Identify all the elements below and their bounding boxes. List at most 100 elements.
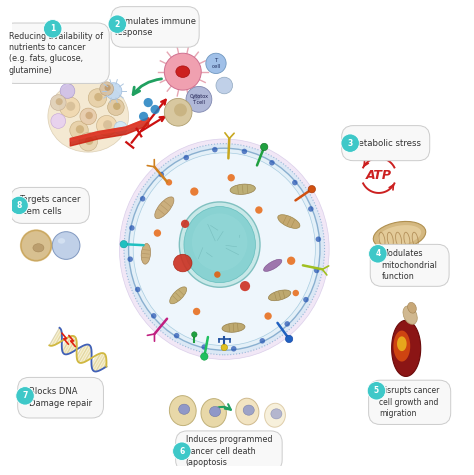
Circle shape — [85, 137, 93, 145]
Ellipse shape — [124, 143, 325, 355]
Ellipse shape — [264, 259, 282, 271]
Polygon shape — [64, 336, 76, 354]
Ellipse shape — [169, 396, 196, 426]
Text: 4: 4 — [375, 249, 381, 258]
Polygon shape — [96, 355, 106, 371]
Ellipse shape — [243, 405, 254, 415]
Circle shape — [216, 77, 233, 94]
Circle shape — [151, 313, 156, 319]
Circle shape — [181, 220, 189, 228]
Polygon shape — [92, 353, 103, 371]
Polygon shape — [49, 328, 61, 346]
Circle shape — [190, 188, 199, 196]
Circle shape — [85, 112, 93, 119]
Ellipse shape — [184, 207, 255, 283]
Circle shape — [369, 245, 387, 263]
Circle shape — [105, 83, 122, 99]
Ellipse shape — [133, 153, 315, 346]
FancyBboxPatch shape — [111, 7, 199, 47]
Ellipse shape — [236, 398, 259, 425]
Circle shape — [60, 97, 80, 117]
Circle shape — [261, 143, 268, 151]
Circle shape — [154, 229, 161, 237]
Circle shape — [151, 105, 160, 114]
Polygon shape — [99, 358, 107, 370]
Circle shape — [21, 230, 51, 261]
Text: Induces programmed
cancer cell death
(apoptosis: Induces programmed cancer cell death (ap… — [186, 435, 272, 467]
Ellipse shape — [179, 404, 190, 414]
Circle shape — [164, 53, 201, 90]
Circle shape — [80, 108, 97, 125]
Circle shape — [186, 86, 212, 112]
Circle shape — [303, 297, 309, 303]
Circle shape — [144, 98, 153, 107]
Text: Blocks DNA
Damage repair: Blocks DNA Damage repair — [29, 388, 92, 408]
Circle shape — [228, 174, 235, 181]
Ellipse shape — [192, 94, 201, 100]
Circle shape — [308, 186, 316, 193]
Polygon shape — [103, 363, 107, 369]
Text: 7: 7 — [22, 391, 28, 400]
Polygon shape — [70, 342, 77, 353]
Circle shape — [103, 120, 112, 129]
Circle shape — [308, 206, 314, 212]
Ellipse shape — [201, 399, 227, 427]
Circle shape — [285, 335, 293, 342]
Circle shape — [100, 82, 114, 95]
Text: Disrupts cancer
cell growth and
migration: Disrupts cancer cell growth and migratio… — [380, 386, 440, 418]
Circle shape — [191, 332, 197, 337]
Circle shape — [183, 155, 189, 161]
Ellipse shape — [192, 213, 247, 271]
Polygon shape — [55, 333, 62, 344]
Circle shape — [201, 344, 207, 350]
Ellipse shape — [58, 238, 65, 244]
Text: ATP: ATP — [366, 169, 392, 182]
Text: Cytotox
T cell: Cytotox T cell — [190, 94, 209, 104]
Circle shape — [113, 103, 120, 110]
Circle shape — [316, 237, 321, 242]
Circle shape — [140, 196, 146, 201]
Ellipse shape — [278, 215, 300, 228]
Ellipse shape — [374, 221, 426, 249]
Polygon shape — [84, 350, 91, 362]
Circle shape — [108, 99, 124, 115]
Polygon shape — [63, 336, 74, 354]
Text: Reducing availability of
nutrients to cancer
(e.g. fats, glucose,
glutamine): Reducing availability of nutrients to ca… — [9, 31, 103, 75]
Text: Targets cancer
stem cells: Targets cancer stem cells — [19, 195, 81, 216]
Ellipse shape — [222, 323, 245, 332]
Text: Stimulates immune
response: Stimulates immune response — [114, 17, 196, 37]
Ellipse shape — [155, 197, 174, 218]
Circle shape — [60, 84, 75, 98]
Circle shape — [287, 256, 295, 265]
Text: 3: 3 — [347, 139, 353, 148]
FancyBboxPatch shape — [3, 23, 109, 84]
Polygon shape — [93, 353, 105, 371]
Circle shape — [240, 281, 250, 291]
Ellipse shape — [33, 244, 44, 252]
Circle shape — [341, 134, 359, 152]
Ellipse shape — [48, 81, 128, 152]
Circle shape — [70, 121, 88, 140]
FancyBboxPatch shape — [369, 380, 451, 425]
Polygon shape — [79, 345, 91, 363]
Text: 6: 6 — [179, 446, 184, 456]
Ellipse shape — [230, 184, 255, 194]
Ellipse shape — [119, 139, 329, 360]
Circle shape — [173, 442, 191, 460]
Circle shape — [104, 85, 111, 91]
Circle shape — [164, 98, 192, 126]
Circle shape — [120, 240, 128, 248]
Ellipse shape — [268, 290, 291, 301]
Ellipse shape — [173, 254, 192, 272]
Polygon shape — [392, 320, 421, 376]
Circle shape — [135, 287, 140, 292]
Text: 1: 1 — [50, 24, 55, 33]
Circle shape — [16, 387, 34, 405]
Ellipse shape — [264, 403, 285, 427]
Circle shape — [10, 196, 28, 215]
Circle shape — [94, 93, 102, 101]
Circle shape — [55, 98, 63, 105]
Circle shape — [242, 149, 247, 154]
Circle shape — [221, 344, 228, 351]
Circle shape — [292, 180, 298, 185]
